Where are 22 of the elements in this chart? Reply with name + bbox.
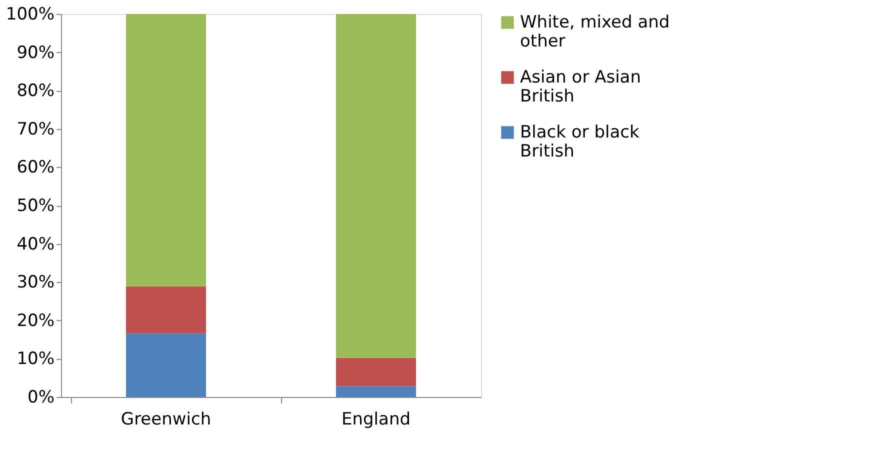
y-tick-label: 30% xyxy=(16,272,54,293)
bar xyxy=(336,14,416,358)
x-tick-label: England xyxy=(341,410,411,430)
y-tick-label: 100% xyxy=(6,4,54,24)
y-tick-label: 10% xyxy=(16,349,54,370)
y-tick-label: 80% xyxy=(16,81,54,102)
y-tick-label: 40% xyxy=(16,234,54,254)
bar xyxy=(126,286,206,334)
y-tick-label: 90% xyxy=(16,42,54,63)
bar xyxy=(336,386,416,397)
legend-label: Asian or Asian British xyxy=(520,68,642,106)
bar xyxy=(336,358,416,386)
y-tick-label: 0% xyxy=(28,388,54,408)
y-tick-label: 50% xyxy=(16,196,54,216)
bar xyxy=(126,333,206,397)
bar xyxy=(126,14,206,286)
legend-label: Black or black British xyxy=(520,122,640,162)
x-tick-label: Greenwich xyxy=(120,410,212,430)
legend-label: White, mixed and other xyxy=(520,12,670,52)
y-tick-label: 70% xyxy=(16,119,54,140)
y-tick-label: 20% xyxy=(16,310,54,331)
y-tick-label: 60% xyxy=(16,158,54,178)
